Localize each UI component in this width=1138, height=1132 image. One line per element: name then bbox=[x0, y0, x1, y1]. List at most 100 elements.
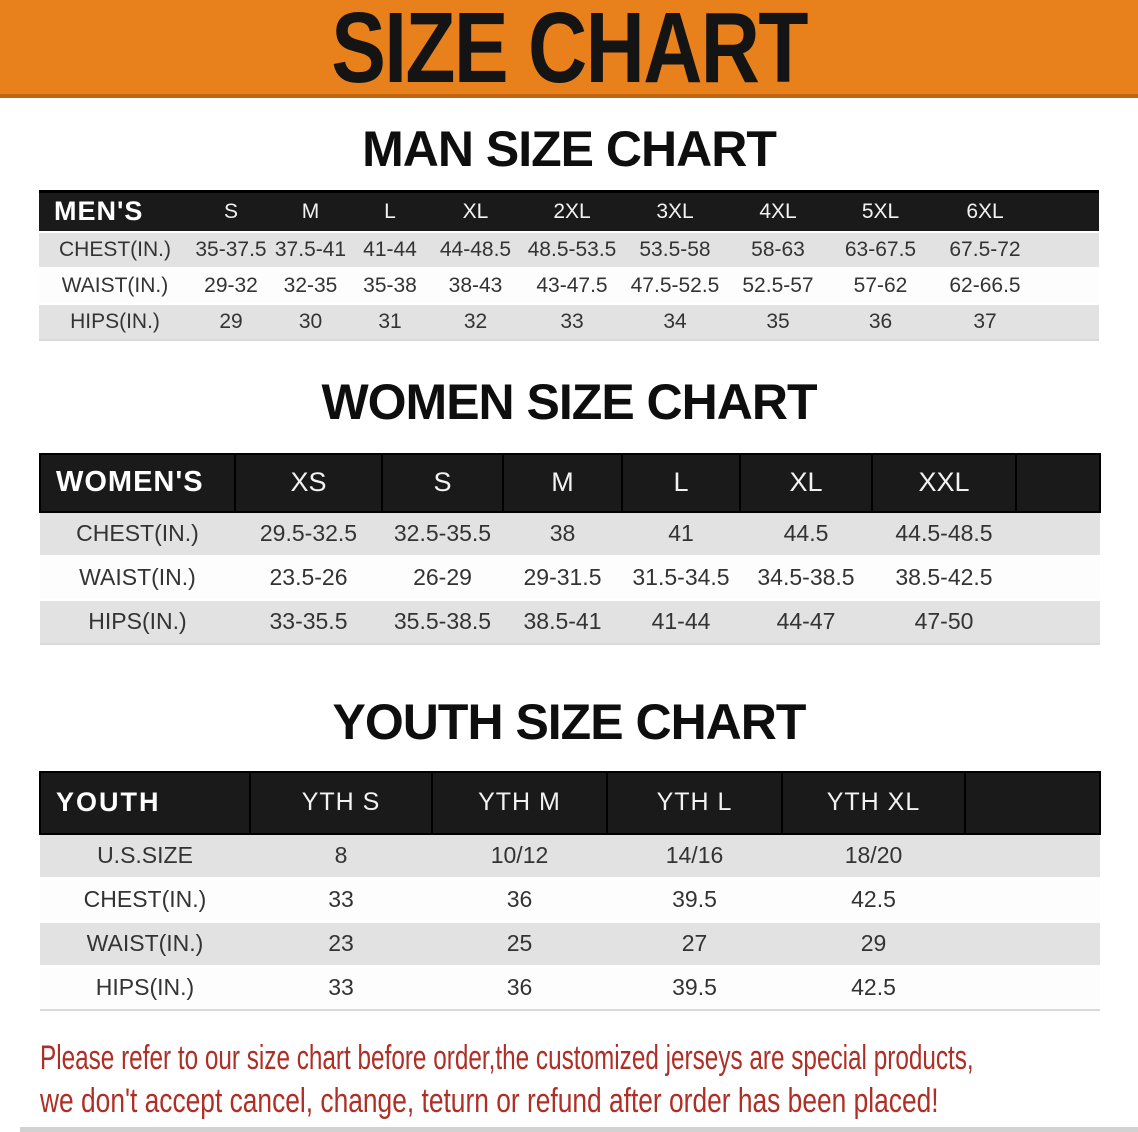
men-hips-row: HIPS(IN.) 29 30 31 32 33 34 35 36 37 bbox=[39, 302, 1099, 340]
youth-ussize-row: U.S.SIZE 8 10/12 14/16 18/20 bbox=[40, 832, 1100, 878]
cell: 52.5-57 bbox=[727, 266, 829, 304]
cell: 10/12 bbox=[432, 832, 607, 878]
women-size-table: WOMEN'S XS S M L XL XXL CHEST(IN.) 29.5-… bbox=[39, 452, 1101, 645]
row-label: CHEST(IN.) bbox=[40, 510, 235, 556]
youth-size-header: YTH XL bbox=[781, 770, 966, 835]
cell: 36 bbox=[432, 964, 607, 1010]
cell: 34 bbox=[623, 302, 727, 340]
men-size-header: L bbox=[350, 190, 430, 232]
cell: 32.5-35.5 bbox=[382, 510, 503, 556]
row-label: HIPS(IN.) bbox=[39, 302, 191, 340]
cell: 47-50 bbox=[872, 598, 1016, 644]
cell: 18/20 bbox=[782, 832, 965, 878]
row-label: CHEST(IN.) bbox=[39, 230, 191, 268]
cell: 30 bbox=[271, 302, 350, 340]
youth-hips-row: HIPS(IN.) 33 36 39.5 42.5 bbox=[40, 964, 1100, 1010]
cell: 44.5-48.5 bbox=[872, 510, 1016, 556]
cell: 42.5 bbox=[782, 964, 965, 1010]
cell: 29 bbox=[782, 920, 965, 966]
cell: 33 bbox=[250, 964, 432, 1010]
cell: 35 bbox=[727, 302, 829, 340]
cell: 44-48.5 bbox=[430, 230, 521, 268]
men-size-header: M bbox=[271, 190, 350, 232]
size-chart-banner: SIZE CHART bbox=[0, 0, 1138, 98]
cell: 33 bbox=[521, 302, 623, 340]
youth-section-heading: YOUTH SIZE CHART bbox=[332, 693, 807, 750]
row-label: HIPS(IN.) bbox=[40, 964, 250, 1010]
cell: 26-29 bbox=[382, 554, 503, 600]
banner-title: SIZE CHART bbox=[331, 0, 808, 98]
cell: 44.5 bbox=[740, 510, 872, 556]
women-size-header: S bbox=[381, 452, 504, 513]
men-size-header: 6XL bbox=[932, 190, 1038, 232]
youth-header-row: YOUTH YTH S YTH M YTH L YTH XL bbox=[39, 770, 1101, 835]
spacer-cell bbox=[1016, 554, 1100, 600]
cell: 32-35 bbox=[271, 266, 350, 304]
men-corner-label: MEN'S bbox=[39, 190, 191, 232]
cell: 39.5 bbox=[607, 964, 782, 1010]
cell: 35-38 bbox=[350, 266, 430, 304]
cell: 34.5-38.5 bbox=[740, 554, 872, 600]
disclaimer-line-1: Please refer to our size chart before or… bbox=[40, 1038, 974, 1077]
cell: 53.5-58 bbox=[623, 230, 727, 268]
cell: 48.5-53.5 bbox=[521, 230, 623, 268]
row-label: WAIST(IN.) bbox=[40, 554, 235, 600]
cell: 38.5-42.5 bbox=[872, 554, 1016, 600]
youth-waist-row: WAIST(IN.) 23 25 27 29 bbox=[40, 920, 1100, 966]
row-label: CHEST(IN.) bbox=[40, 876, 250, 922]
youth-chest-row: CHEST(IN.) 33 36 39.5 42.5 bbox=[40, 876, 1100, 922]
cell: 23 bbox=[250, 920, 432, 966]
cell: 33 bbox=[250, 876, 432, 922]
youth-size-header: YTH S bbox=[249, 770, 433, 835]
women-size-header: L bbox=[621, 452, 741, 513]
spacer-cell bbox=[1038, 190, 1099, 232]
cell: 31 bbox=[350, 302, 430, 340]
row-label: WAIST(IN.) bbox=[40, 920, 250, 966]
cell: 41-44 bbox=[350, 230, 430, 268]
men-size-header: 3XL bbox=[623, 190, 727, 232]
spacer-cell bbox=[1038, 266, 1099, 304]
disclaimer-text: Please refer to our size chart before or… bbox=[40, 1037, 1138, 1123]
cell: 35.5-38.5 bbox=[382, 598, 503, 644]
cell: 43-47.5 bbox=[521, 266, 623, 304]
disclaimer-line-2: we don't accept cancel, change, teturn o… bbox=[40, 1081, 939, 1120]
spacer-cell bbox=[965, 920, 1100, 966]
cell: 38-43 bbox=[430, 266, 521, 304]
cell: 29-32 bbox=[191, 266, 271, 304]
cell: 29 bbox=[191, 302, 271, 340]
cell: 67.5-72 bbox=[932, 230, 1038, 268]
women-waist-row: WAIST(IN.) 23.5-26 26-29 29-31.5 31.5-34… bbox=[40, 554, 1100, 600]
men-size-header: 4XL bbox=[727, 190, 829, 232]
cell: 57-62 bbox=[829, 266, 932, 304]
cell: 58-63 bbox=[727, 230, 829, 268]
cell: 44-47 bbox=[740, 598, 872, 644]
cell: 62-66.5 bbox=[932, 266, 1038, 304]
cell: 63-67.5 bbox=[829, 230, 932, 268]
cell: 36 bbox=[829, 302, 932, 340]
cell: 37 bbox=[932, 302, 1038, 340]
spacer-cell bbox=[1016, 598, 1100, 644]
men-size-table: MEN'S S M L XL 2XL 3XL 4XL 5XL 6XL CHEST… bbox=[39, 190, 1099, 341]
men-header-row: MEN'S S M L XL 2XL 3XL 4XL 5XL 6XL bbox=[39, 190, 1099, 232]
cell: 41-44 bbox=[622, 598, 740, 644]
spacer-cell bbox=[1016, 510, 1100, 556]
spacer-cell bbox=[965, 832, 1100, 878]
row-label: WAIST(IN.) bbox=[39, 266, 191, 304]
men-section-heading: MAN SIZE CHART bbox=[362, 121, 777, 177]
women-corner-label: WOMEN'S bbox=[39, 452, 236, 513]
women-size-header: XS bbox=[234, 452, 383, 513]
spacer-cell bbox=[1015, 452, 1101, 513]
youth-size-header: YTH L bbox=[606, 770, 783, 835]
cell: 29-31.5 bbox=[503, 554, 622, 600]
cell: 8 bbox=[250, 832, 432, 878]
women-size-header: XXL bbox=[871, 452, 1017, 513]
cell: 38 bbox=[503, 510, 622, 556]
men-waist-row: WAIST(IN.) 29-32 32-35 35-38 38-43 43-47… bbox=[39, 266, 1099, 304]
cell: 29.5-32.5 bbox=[235, 510, 382, 556]
cell: 33-35.5 bbox=[235, 598, 382, 644]
men-size-header: 5XL bbox=[829, 190, 932, 232]
men-size-header: 2XL bbox=[521, 190, 623, 232]
cell: 25 bbox=[432, 920, 607, 966]
youth-size-header: YTH M bbox=[431, 770, 608, 835]
cell: 35-37.5 bbox=[191, 230, 271, 268]
